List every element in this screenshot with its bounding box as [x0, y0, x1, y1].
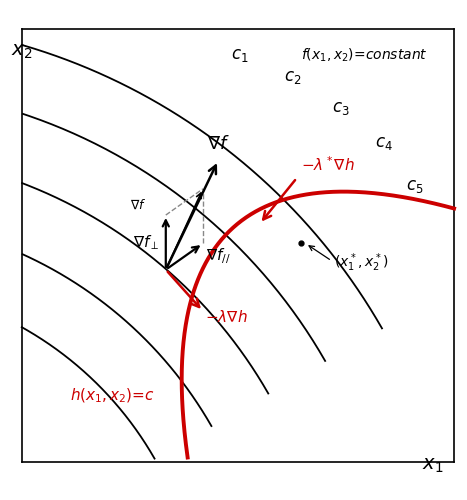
Text: $(x_1^*,x_2^*)$: $(x_1^*,x_2^*)$	[334, 252, 389, 274]
Text: $c_1$: $c_1$	[231, 46, 249, 64]
Text: $c_2$: $c_2$	[284, 68, 301, 86]
Text: $-\lambda^*\nabla h$: $-\lambda^*\nabla h$	[301, 156, 355, 174]
Text: $x_2$: $x_2$	[11, 42, 32, 60]
Text: $\nabla f_\perp$: $\nabla f_\perp$	[133, 233, 159, 252]
Text: $-\lambda\nabla h$: $-\lambda\nabla h$	[205, 309, 248, 325]
Text: $\nabla f$: $\nabla f$	[207, 134, 230, 152]
Text: $c_5$: $c_5$	[406, 178, 424, 196]
Text: $\nabla f$: $\nabla f$	[130, 198, 146, 211]
Text: $x_1$: $x_1$	[422, 456, 443, 475]
Text: $\nabla f_{//}$: $\nabla f_{//}$	[206, 246, 231, 266]
Text: $c_4$: $c_4$	[375, 134, 393, 152]
Text: $f(x_1,x_2)$=constant: $f(x_1,x_2)$=constant	[301, 47, 428, 64]
Text: $c_3$: $c_3$	[332, 99, 349, 117]
Text: $h(x_1,x_2)$=c: $h(x_1,x_2)$=c	[70, 387, 155, 406]
